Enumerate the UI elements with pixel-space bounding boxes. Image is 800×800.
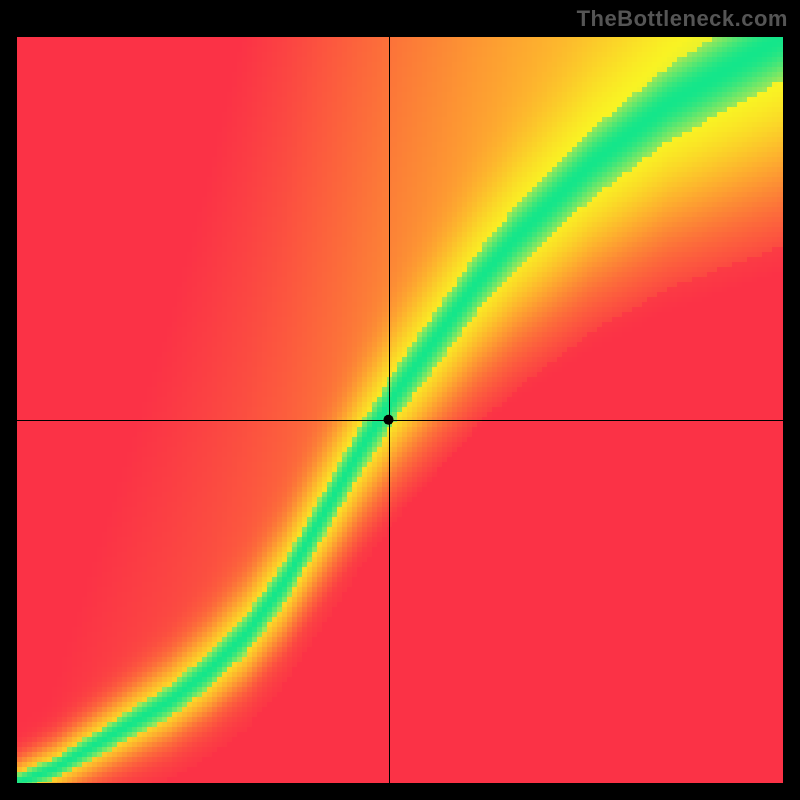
watermark-text: TheBottleneck.com [577,6,788,32]
chart-container: TheBottleneck.com [0,0,800,800]
bottleneck-heatmap [17,37,783,783]
